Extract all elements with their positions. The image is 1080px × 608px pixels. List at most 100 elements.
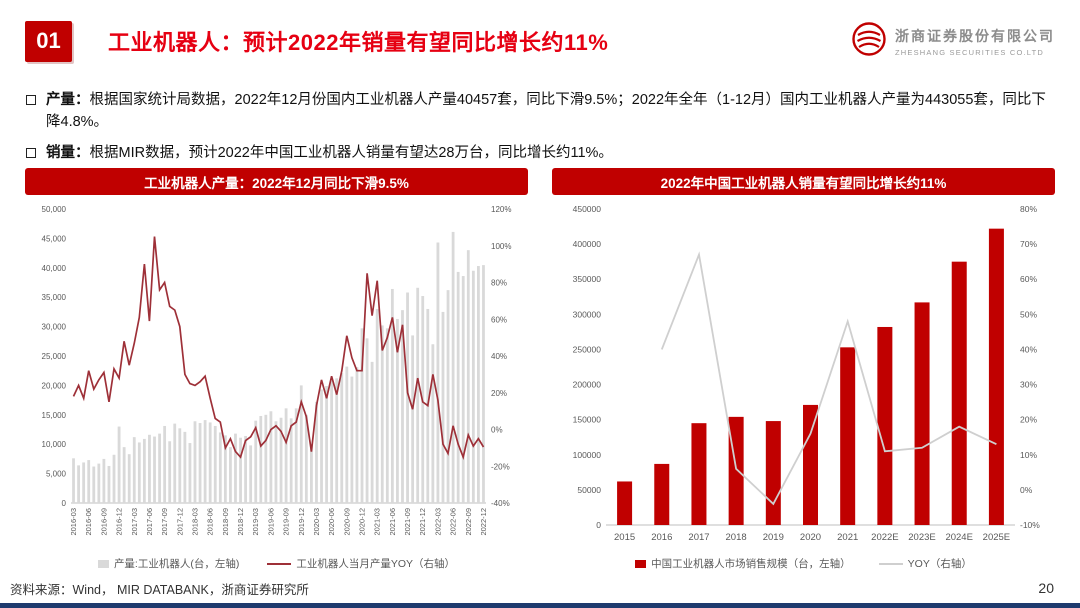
production-chart-panel: 工业机器人产量：2022年12月同比下滑9.5% 0 5,000 10,000 15,… [25,168,528,571]
svg-text:10%: 10% [1020,450,1037,460]
bullet-body: 根据MIR数据，预计2022年中国工业机器人销量有望达28万台，同比增长约11%… [89,144,613,161]
svg-text:15,000: 15,000 [42,411,67,420]
svg-text:2018-12: 2018-12 [236,508,245,536]
legend-item-sales-bars: 中国工业机器人市场销售规模（台，左轴） [635,556,851,571]
svg-text:2017-03: 2017-03 [130,508,139,536]
svg-text:30,000: 30,000 [42,323,67,332]
legend-label: 产量:工业机器人(台，左轴) [113,558,240,570]
legend-label: YOY（右轴） [907,558,972,570]
svg-text:2021-03: 2021-03 [373,508,382,536]
svg-text:2021-12: 2021-12 [418,508,427,536]
svg-text:2020-06: 2020-06 [327,508,336,536]
source-note: 资料来源：Wind， MIR DATABANK，浙商证券研究所 [10,583,309,597]
svg-text:450000: 450000 [573,204,602,214]
svg-text:100%: 100% [491,242,511,251]
svg-text:2022-09: 2022-09 [464,508,473,536]
svg-text:40,000: 40,000 [42,264,67,273]
svg-text:25,000: 25,000 [42,352,67,361]
company-name-en: ZHESHANG SECURITIES CO.LTD [895,47,1044,57]
bullet-label: 产量： [46,92,90,108]
svg-text:2019-12: 2019-12 [297,508,306,536]
svg-text:2019-09: 2019-09 [282,508,291,536]
svg-text:0%: 0% [1020,485,1033,495]
svg-text:2025E: 2025E [983,532,1010,543]
svg-text:60%: 60% [491,315,507,324]
svg-text:40%: 40% [1020,344,1037,354]
svg-text:2022E: 2022E [871,532,898,543]
svg-text:2016-09: 2016-09 [99,508,108,536]
svg-text:0%: 0% [491,426,503,435]
svg-text:70%: 70% [1020,239,1037,249]
page-number: 20 [1038,580,1054,596]
svg-text:35,000: 35,000 [42,293,67,302]
production-chart-legend: 产量:工业机器人(台，左轴) 工业机器人当月产量YOY（右轴） [25,556,528,571]
svg-text:2022-12: 2022-12 [479,508,488,536]
logo-emblem-icon [851,21,887,62]
svg-text:10,000: 10,000 [42,440,67,449]
svg-text:-20%: -20% [491,462,510,471]
sales-chart-legend: 中国工业机器人市场销售规模（台，左轴） YOY（右轴） [552,556,1055,571]
bottom-accent-bar [0,603,1080,608]
bullet-body: 根据国家统计局数据，2022年12月份国内工业机器人产量40457套，同比下滑9… [46,92,1046,130]
slide-header: 01 工业机器人：预计2022年销量有望同比增长约11% 浙商证券股份有限公司 … [25,16,1055,66]
bullet-label: 销量： [46,144,90,161]
legend-label: 中国工业机器人市场销售规模（台，左轴） [651,558,851,570]
svg-text:2015: 2015 [614,532,635,543]
svg-text:400000: 400000 [573,239,602,249]
svg-text:250000: 250000 [573,344,602,354]
charts-row: 工业机器人产量：2022年12月同比下滑9.5% 0 5,000 10,000 15,… [25,168,1055,571]
svg-text:20%: 20% [1020,415,1037,425]
company-logo: 浙商证券股份有限公司 ZHESHANG SECURITIES CO.LTD [851,21,1055,62]
line-swatch-icon [878,562,903,565]
svg-text:30%: 30% [1020,380,1037,390]
svg-text:0: 0 [62,499,67,508]
bullet-list: 产量：根据国家统计局数据，2022年12月份国内工业机器人产量40457套，同比… [25,90,1058,173]
production-chart-canvas: 0 5,000 10,000 15,000 20,000 25,000 30,000 35,0… [25,199,528,556]
svg-text:2022-06: 2022-06 [449,508,458,536]
bullet-sales: 销量：根据MIR数据，预计2022年中国工业机器人销量有望达28万台，同比增长约… [25,143,1058,165]
svg-text:2018-03: 2018-03 [191,508,200,536]
svg-text:120%: 120% [491,205,511,214]
legend-label: 工业机器人当月产量YOY（右轴） [296,558,456,570]
svg-text:2021: 2021 [837,532,858,543]
svg-text:2018-06: 2018-06 [206,508,215,536]
line-swatch-icon [267,562,292,565]
svg-text:2017-06: 2017-06 [145,508,154,536]
svg-text:2018-09: 2018-09 [221,508,230,536]
svg-text:50%: 50% [1020,309,1037,319]
legend-item-sales-yoy: YOY（右轴） [878,556,972,571]
svg-text:-10%: -10% [1020,520,1040,530]
svg-text:2021-06: 2021-06 [388,508,397,536]
svg-text:20,000: 20,000 [42,381,67,390]
sales-chart-canvas: 0 50000 100000 150000 200000 250000 300000 3500… [552,199,1055,556]
svg-text:2022-03: 2022-03 [433,508,442,536]
svg-text:2016: 2016 [651,532,672,543]
bullet-production-text: 产量：根据国家统计局数据，2022年12月份国内工业机器人产量40457套，同比… [46,90,1058,134]
section-number-badge: 01 [25,20,72,62]
svg-text:100000: 100000 [573,450,602,460]
sales-chart-panel: 2022年中国工业机器人销量有望同比增长约11% 0 50000 100000 150… [552,168,1055,571]
svg-text:300000: 300000 [573,309,602,319]
legend-item-production-yoy: 工业机器人当月产量YOY（右轴） [267,556,455,571]
svg-text:2023E: 2023E [908,532,935,543]
svg-text:2019: 2019 [763,532,784,543]
bar-swatch-icon [97,559,109,568]
svg-text:60%: 60% [1020,274,1037,284]
svg-text:200000: 200000 [573,380,602,390]
svg-text:2017-09: 2017-09 [160,508,169,536]
svg-text:2016-03: 2016-03 [69,508,78,536]
svg-text:2020: 2020 [800,532,821,543]
svg-text:45,000: 45,000 [42,234,67,243]
svg-text:150000: 150000 [573,415,602,425]
svg-text:40%: 40% [491,352,507,361]
legend-item-production-bars: 产量:工业机器人(台，左轴) [97,556,240,571]
production-chart-title: 工业机器人产量：2022年12月同比下滑9.5% [25,168,528,195]
svg-text:2020-09: 2020-09 [342,508,351,536]
svg-text:2017: 2017 [688,532,709,543]
svg-text:2020-12: 2020-12 [358,508,367,536]
bullet-square-icon [26,147,36,158]
svg-text:2019-06: 2019-06 [266,508,275,536]
svg-text:-40%: -40% [491,499,510,508]
svg-text:2019-03: 2019-03 [251,508,260,536]
